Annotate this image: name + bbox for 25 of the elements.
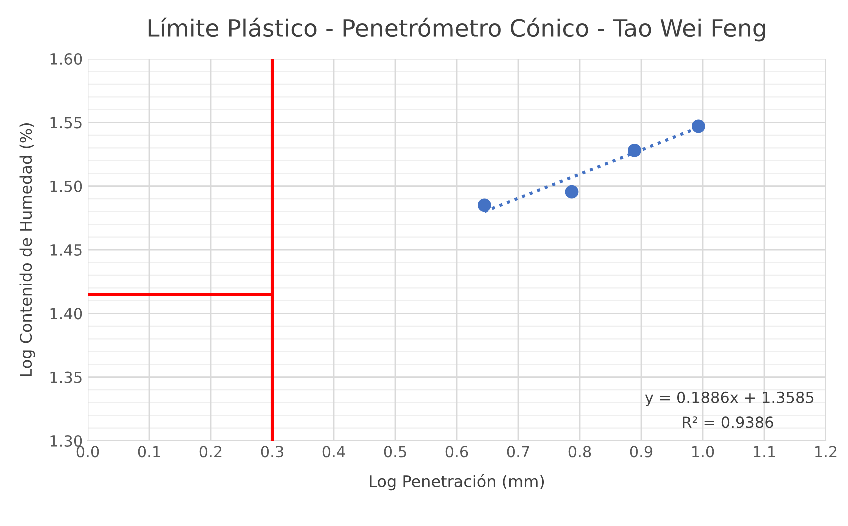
- y-tick-label: 1.45: [50, 244, 82, 256]
- x-tick-label: 1.0: [692, 446, 714, 458]
- annotation: R² = 0.9386: [683, 416, 774, 428]
- annotation: y = 0.1886x + 1.3585: [645, 392, 814, 406]
- y-tick-label: 1.30: [50, 435, 82, 448]
- x-tick-label: 0.1: [138, 446, 160, 458]
- y-tick-label: 1.55: [50, 117, 82, 129]
- chart-title: Límite Plástico - Penetrómetro Cónico - Tao Wei Feng: [148, 18, 766, 42]
- y-axis-title: Log Contenido de Humedad (%): [20, 124, 36, 376]
- x-tick-label: 0.3: [261, 446, 284, 458]
- x-tick-label: 0.0: [76, 446, 100, 458]
- x-axis-title: Log Penetración (mm): [370, 474, 544, 491]
- x-tick-label: 0.6: [446, 446, 468, 458]
- y-tick-label: 1.50: [50, 180, 82, 192]
- y-tick-label: 1.40: [50, 308, 82, 320]
- x-tick-label: 1.2: [816, 446, 837, 458]
- x-tick-label: 0.2: [200, 446, 222, 458]
- y-tick-label: 1.60: [50, 53, 82, 66]
- y-tick-label: 1.35: [50, 372, 82, 384]
- x-tick-label: 0.5: [384, 446, 406, 458]
- x-tick-label: 0.4: [322, 446, 346, 458]
- x-tick-label: 1.1: [754, 446, 776, 458]
- x-tick-label: 0.7: [507, 446, 530, 458]
- x-tick-label: 0.9: [630, 446, 653, 458]
- x-tick-label: 0.8: [568, 446, 592, 458]
